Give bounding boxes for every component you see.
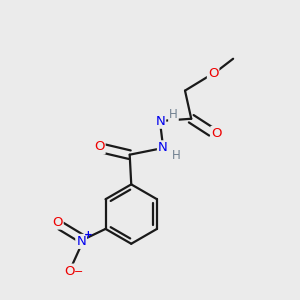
Text: +: + [84, 230, 92, 240]
Text: O: O [52, 215, 63, 229]
Text: H: H [169, 109, 178, 122]
Text: N: N [158, 141, 168, 154]
Text: O: O [94, 140, 105, 153]
Text: O: O [64, 265, 75, 278]
Text: −: − [74, 267, 83, 277]
Text: N: N [155, 115, 165, 128]
Text: O: O [211, 127, 222, 140]
Text: H: H [172, 149, 180, 162]
Text: N: N [76, 235, 86, 248]
Text: O: O [208, 67, 218, 80]
